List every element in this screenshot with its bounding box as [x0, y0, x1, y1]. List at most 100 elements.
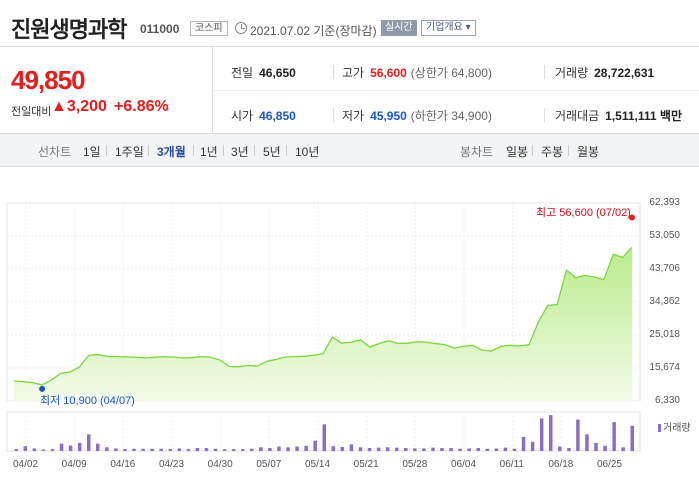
y-tick-label: 25,018	[649, 329, 680, 340]
volume-bar	[376, 447, 381, 451]
volume-bar	[177, 448, 182, 451]
volume-bar	[77, 442, 82, 451]
volume-bar	[585, 434, 589, 451]
price-chart-svg	[6, 202, 641, 452]
volume-bar	[240, 449, 245, 451]
low-cell: 저가 45,950 (하한가 34,900)	[342, 107, 492, 124]
volume-bar	[476, 448, 480, 451]
high-label: 고가	[342, 66, 365, 80]
volume-bar	[68, 445, 73, 451]
company-info-button[interactable]: 기업개요 ▾	[421, 20, 476, 36]
open-label: 시가	[231, 109, 254, 123]
tab-monthly[interactable]: 월봉	[577, 145, 600, 159]
volume-bar	[86, 434, 91, 451]
volume-bar	[404, 448, 408, 451]
x-tick-label: 04/16	[110, 459, 136, 470]
x-tick-label: 06/11	[499, 459, 524, 470]
volume-bar	[23, 446, 28, 451]
volume-bar	[340, 446, 345, 451]
x-tick-label: 05/21	[353, 459, 379, 470]
volume-bar	[322, 424, 326, 451]
amount-value: 1,511,111 백만	[605, 109, 682, 123]
volume-bar	[59, 443, 64, 451]
volume-bar	[349, 444, 354, 451]
volume-bar	[530, 441, 535, 451]
stock-header: 진원생명과학 011000 코스피 2021.07.02 기준(장마감) 실시간…	[0, 0, 699, 46]
change-percent: +6.86%	[114, 98, 169, 115]
base-date: 2021.07.02 기준(장마감)	[250, 24, 377, 38]
stock-name: 진원생명과학	[11, 17, 127, 42]
volume-bar	[195, 448, 200, 451]
y-tick-label: 15,674	[649, 362, 680, 373]
price-line	[13, 246, 633, 386]
up-arrow-icon: ▲	[51, 98, 67, 115]
volume-bar	[494, 448, 499, 451]
y-tick-label: 43,706	[649, 263, 680, 274]
volume-bar	[567, 448, 571, 451]
volume-bar	[268, 448, 272, 451]
low-marker	[39, 385, 46, 392]
upper-limit: (상한가 64,800)	[410, 66, 492, 80]
volume-bar	[222, 449, 227, 451]
tab-10y[interactable]: 10년	[295, 145, 320, 159]
low-annotation: 최저 10,900 (04/07)	[40, 395, 135, 407]
volume-value: 28,722,631	[594, 66, 655, 80]
volume-bar	[485, 448, 490, 451]
tab-5y[interactable]: 5년	[263, 145, 281, 159]
x-tick-label: 05/07	[256, 459, 282, 470]
volume-bar	[385, 447, 390, 451]
volume-bar	[168, 449, 172, 451]
volume-bar	[295, 446, 299, 451]
volume-bar	[204, 448, 209, 451]
x-tick-label: 04/30	[207, 459, 233, 470]
x-tick-label: 04/09	[61, 459, 87, 470]
volume-swatch	[658, 424, 661, 432]
lower-limit: (하한가 34,900)	[410, 109, 492, 123]
tab-1d[interactable]: 1일	[83, 145, 101, 159]
tab-1y[interactable]: 1년	[200, 145, 218, 159]
volume-bar	[358, 447, 363, 451]
tab-weekly[interactable]: 주봉	[541, 145, 564, 159]
tab-3m[interactable]: 3개월	[157, 145, 186, 159]
market-badge: 코스피	[190, 21, 228, 36]
change-value: ▲3,200	[51, 98, 107, 116]
volume-bar	[150, 448, 154, 451]
tab-3y[interactable]: 3년	[231, 145, 249, 159]
volume-bar	[621, 447, 625, 451]
volume-label: 거래량	[555, 66, 589, 80]
open-cell: 시가 46,850	[231, 107, 296, 124]
volume-bar	[231, 449, 236, 451]
chart-period-tabs: 선차트 1일 1주일 3개월 1년 3년 5년 10년 봉차트 일봉 주봉 월봉	[0, 134, 699, 167]
x-tick-label: 06/04	[451, 459, 477, 470]
high-cell: 고가 56,600 (상한가 64,800)	[342, 64, 492, 81]
volume-bar	[96, 443, 100, 451]
amount-cell: 거래대금 1,511,111 백만	[555, 107, 682, 124]
volume-bar	[449, 448, 453, 451]
volume-bar	[612, 422, 616, 451]
volume-bar	[431, 447, 435, 451]
x-tick-label: 04/23	[159, 459, 185, 470]
change-amount: 3,200	[66, 98, 107, 115]
price-chart[interactable]: 62,393 53,050 43,706 34,362 25,018 15,674 6,33…	[0, 167, 699, 479]
volume-bar	[440, 448, 444, 451]
tab-1w[interactable]: 1주일	[115, 145, 144, 159]
volume-bar	[186, 449, 191, 451]
stock-code: 011000	[140, 22, 180, 36]
volume-bar	[114, 448, 118, 451]
volume-bar	[213, 448, 218, 451]
candle-chart-label: 봉차트	[460, 145, 494, 159]
x-tick-label: 06/25	[597, 459, 623, 470]
y-tick-label: 6,330	[654, 395, 680, 406]
volume-bar	[576, 419, 580, 451]
volume-bar	[304, 445, 308, 451]
volume-bar	[394, 447, 399, 451]
volume-bar	[331, 446, 336, 451]
change-label: 전일대비	[11, 106, 52, 118]
realtime-button[interactable]: 실시간	[381, 20, 417, 36]
tab-daily[interactable]: 일봉	[506, 145, 529, 159]
volume-bar	[259, 447, 263, 451]
volume-bar	[286, 447, 290, 451]
x-tick-label: 06/18	[548, 459, 574, 470]
volume-bar	[41, 449, 46, 451]
current-price-panel: 49,850 전일대비 ▲3,200 +6.86%	[0, 47, 213, 133]
